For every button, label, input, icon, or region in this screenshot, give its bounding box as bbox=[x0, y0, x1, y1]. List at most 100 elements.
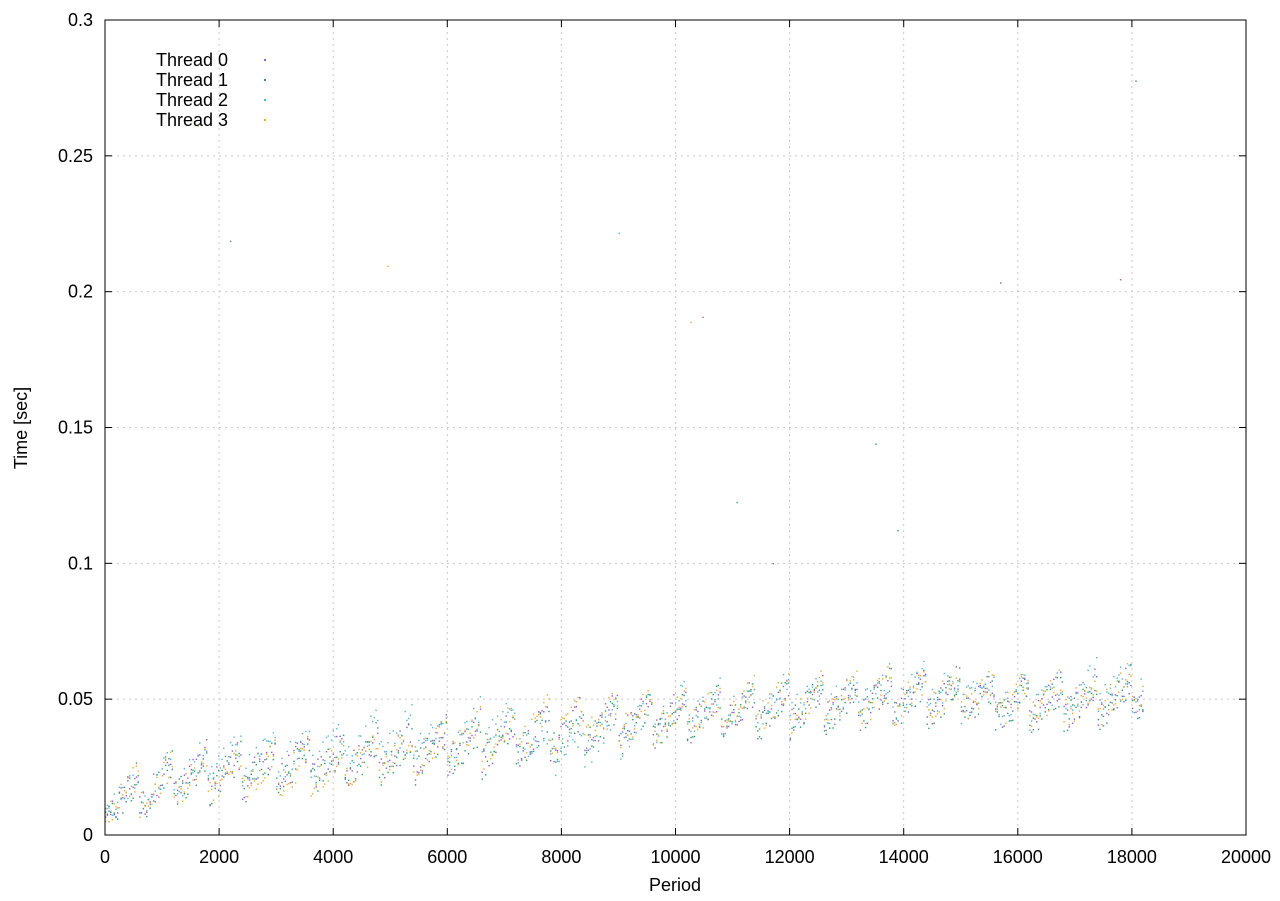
data-point bbox=[1063, 721, 1065, 723]
data-point bbox=[743, 706, 745, 708]
data-point bbox=[606, 706, 608, 708]
data-point bbox=[176, 793, 179, 795]
data-point bbox=[351, 755, 353, 757]
data-point bbox=[392, 761, 394, 764]
data-point bbox=[926, 706, 928, 708]
data-point bbox=[505, 715, 507, 717]
data-point bbox=[118, 792, 121, 794]
data-point bbox=[806, 685, 809, 687]
data-point bbox=[769, 725, 771, 727]
data-point bbox=[149, 801, 151, 803]
data-point bbox=[587, 739, 589, 742]
data-point bbox=[281, 794, 283, 797]
data-point bbox=[363, 747, 365, 749]
data-point bbox=[332, 730, 334, 732]
data-point bbox=[257, 777, 259, 779]
data-point bbox=[351, 770, 353, 772]
data-point bbox=[342, 734, 345, 736]
data-point bbox=[575, 706, 578, 708]
data-point bbox=[1051, 696, 1053, 698]
data-point bbox=[565, 753, 567, 755]
data-point bbox=[378, 761, 381, 764]
data-point bbox=[729, 704, 732, 706]
data-point bbox=[233, 776, 235, 779]
data-point bbox=[307, 735, 309, 738]
data-point bbox=[541, 725, 543, 728]
data-point bbox=[447, 760, 449, 763]
data-point bbox=[342, 741, 345, 743]
data-point bbox=[625, 736, 627, 738]
data-point bbox=[320, 764, 322, 767]
data-point bbox=[407, 745, 410, 747]
data-point bbox=[1053, 686, 1055, 689]
data-point bbox=[928, 709, 930, 711]
data-point bbox=[332, 753, 334, 755]
data-point bbox=[852, 701, 855, 703]
data-point bbox=[330, 739, 333, 741]
data-point bbox=[433, 742, 435, 744]
data-point bbox=[459, 733, 461, 736]
data-point bbox=[1027, 682, 1029, 684]
data-point bbox=[156, 774, 158, 776]
data-point bbox=[705, 706, 708, 708]
data-point bbox=[522, 734, 524, 737]
data-point bbox=[135, 765, 138, 767]
data-point bbox=[827, 701, 829, 703]
data-point bbox=[541, 710, 543, 712]
data-point bbox=[110, 813, 112, 816]
data-point bbox=[669, 702, 672, 704]
data-point bbox=[532, 750, 535, 753]
data-point bbox=[1135, 80, 1137, 82]
data-point bbox=[267, 740, 269, 742]
data-point bbox=[505, 703, 507, 705]
data-point bbox=[895, 723, 898, 726]
data-point bbox=[560, 750, 562, 752]
data-point bbox=[502, 737, 504, 739]
data-point bbox=[608, 709, 610, 711]
data-point bbox=[959, 667, 961, 669]
data-point bbox=[247, 778, 249, 780]
data-point bbox=[416, 771, 418, 773]
data-point bbox=[164, 756, 167, 758]
data-point bbox=[414, 750, 417, 752]
data-point bbox=[115, 816, 117, 819]
data-point bbox=[252, 761, 254, 764]
data-point bbox=[286, 750, 288, 753]
data-point bbox=[1007, 700, 1009, 702]
data-point bbox=[419, 766, 422, 768]
data-point bbox=[806, 697, 809, 700]
data-point bbox=[936, 696, 939, 699]
data-point bbox=[236, 742, 239, 744]
data-point bbox=[247, 796, 249, 798]
data-point bbox=[775, 686, 778, 688]
data-point bbox=[471, 726, 473, 728]
data-point bbox=[1114, 699, 1117, 701]
data-point bbox=[228, 762, 230, 764]
data-point bbox=[692, 736, 694, 738]
data-point bbox=[1138, 717, 1141, 719]
data-point bbox=[842, 698, 845, 701]
data-point bbox=[558, 738, 560, 740]
data-point bbox=[645, 714, 648, 716]
data-point bbox=[767, 702, 769, 704]
data-point bbox=[269, 768, 271, 771]
data-point bbox=[719, 677, 721, 679]
data-point bbox=[1085, 700, 1088, 702]
data-point bbox=[998, 715, 1000, 718]
data-point bbox=[743, 695, 745, 697]
data-point bbox=[861, 722, 863, 724]
data-point bbox=[1121, 689, 1123, 691]
data-point bbox=[633, 731, 636, 733]
data-point bbox=[474, 730, 477, 732]
data-point bbox=[190, 768, 192, 771]
data-point bbox=[443, 733, 446, 735]
data-point bbox=[1054, 694, 1057, 696]
data-point bbox=[1056, 700, 1058, 702]
data-point bbox=[906, 703, 908, 706]
data-point bbox=[842, 708, 845, 710]
data-point bbox=[719, 691, 721, 693]
data-point bbox=[366, 745, 369, 747]
data-point bbox=[235, 757, 237, 759]
data-point bbox=[315, 786, 317, 788]
data-point bbox=[574, 741, 576, 743]
